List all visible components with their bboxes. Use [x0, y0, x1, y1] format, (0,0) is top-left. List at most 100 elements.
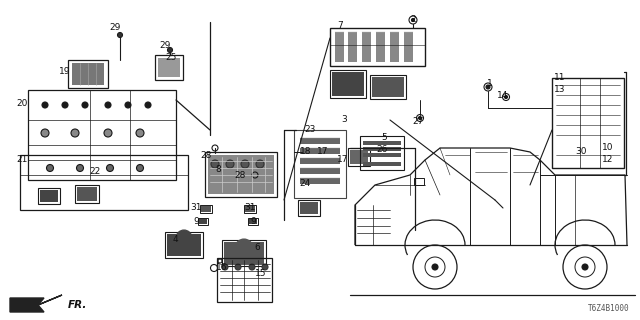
Circle shape — [256, 160, 264, 168]
Text: 1: 1 — [487, 79, 493, 89]
Text: 19: 19 — [60, 68, 71, 76]
Bar — [414, 178, 424, 185]
Bar — [348, 148, 370, 166]
Bar — [248, 218, 258, 225]
Text: 15: 15 — [255, 269, 267, 278]
Text: 22: 22 — [90, 167, 100, 177]
Text: 8: 8 — [215, 165, 221, 174]
Bar — [552, 78, 624, 168]
Circle shape — [47, 164, 54, 172]
Circle shape — [419, 116, 422, 119]
Circle shape — [235, 239, 253, 257]
Bar — [158, 58, 180, 77]
Circle shape — [382, 79, 398, 95]
Text: 24: 24 — [300, 179, 310, 188]
Bar — [244, 205, 256, 213]
Bar — [199, 219, 207, 224]
Bar — [217, 258, 272, 302]
Circle shape — [211, 160, 219, 168]
Bar — [20, 155, 188, 210]
Text: 31: 31 — [190, 204, 202, 212]
Bar — [350, 150, 368, 164]
Bar — [300, 138, 340, 144]
Bar — [330, 70, 366, 98]
Text: 29: 29 — [109, 23, 121, 33]
Bar — [300, 178, 340, 184]
Bar — [330, 28, 425, 66]
Circle shape — [249, 264, 255, 270]
Circle shape — [262, 264, 268, 270]
Text: 17: 17 — [317, 148, 329, 156]
Text: 17: 17 — [337, 156, 349, 164]
Bar — [300, 148, 340, 154]
Circle shape — [504, 95, 508, 99]
Text: 27: 27 — [412, 117, 424, 126]
Bar — [77, 187, 97, 201]
Bar — [28, 90, 176, 180]
Text: 21: 21 — [16, 156, 28, 164]
Bar — [376, 32, 385, 62]
Circle shape — [106, 164, 113, 172]
Bar — [75, 185, 99, 203]
Text: 9: 9 — [250, 218, 256, 227]
Text: FR.: FR. — [68, 300, 88, 310]
Bar — [165, 232, 203, 258]
Bar — [40, 190, 58, 202]
Circle shape — [104, 129, 112, 137]
Bar — [294, 130, 346, 198]
Circle shape — [582, 264, 588, 270]
Text: 12: 12 — [602, 156, 614, 164]
Bar — [363, 162, 401, 166]
Bar — [38, 188, 60, 204]
Bar — [224, 242, 264, 264]
Circle shape — [82, 102, 88, 108]
Bar — [298, 200, 320, 216]
Bar — [167, 234, 201, 256]
Circle shape — [235, 264, 241, 270]
Circle shape — [176, 230, 192, 246]
Bar — [362, 32, 371, 62]
Text: 18: 18 — [300, 148, 312, 156]
Circle shape — [42, 102, 48, 108]
Text: 10: 10 — [602, 143, 614, 153]
Circle shape — [145, 102, 151, 108]
Bar — [245, 206, 255, 212]
Text: 6: 6 — [254, 244, 260, 252]
Text: 4: 4 — [172, 236, 178, 244]
Bar — [68, 60, 108, 88]
Circle shape — [125, 102, 131, 108]
Text: 16: 16 — [216, 263, 228, 273]
Circle shape — [222, 264, 228, 270]
Text: 11: 11 — [554, 74, 566, 83]
Circle shape — [241, 160, 249, 168]
Circle shape — [77, 164, 83, 172]
Text: 25: 25 — [165, 53, 177, 62]
Bar — [372, 77, 404, 97]
Bar — [300, 168, 340, 174]
Bar — [300, 202, 318, 214]
Text: 2: 2 — [410, 15, 416, 25]
Text: 5: 5 — [381, 133, 387, 142]
Circle shape — [41, 129, 49, 137]
Text: 28: 28 — [234, 171, 246, 180]
Circle shape — [486, 85, 490, 89]
Text: 29: 29 — [159, 42, 171, 51]
Bar — [335, 32, 344, 62]
Circle shape — [412, 19, 415, 21]
Text: 14: 14 — [497, 92, 509, 100]
Bar — [390, 32, 399, 62]
Bar — [348, 32, 357, 62]
Text: 7: 7 — [337, 21, 343, 30]
Circle shape — [62, 102, 68, 108]
Text: 3: 3 — [341, 116, 347, 124]
Bar — [155, 55, 183, 80]
Bar — [205, 152, 277, 197]
Bar — [249, 219, 257, 224]
Bar — [200, 205, 212, 213]
Text: 9: 9 — [193, 218, 199, 227]
Bar — [404, 32, 413, 62]
Bar — [363, 141, 401, 145]
Bar — [363, 147, 401, 151]
Text: 26: 26 — [376, 146, 388, 155]
Circle shape — [105, 102, 111, 108]
